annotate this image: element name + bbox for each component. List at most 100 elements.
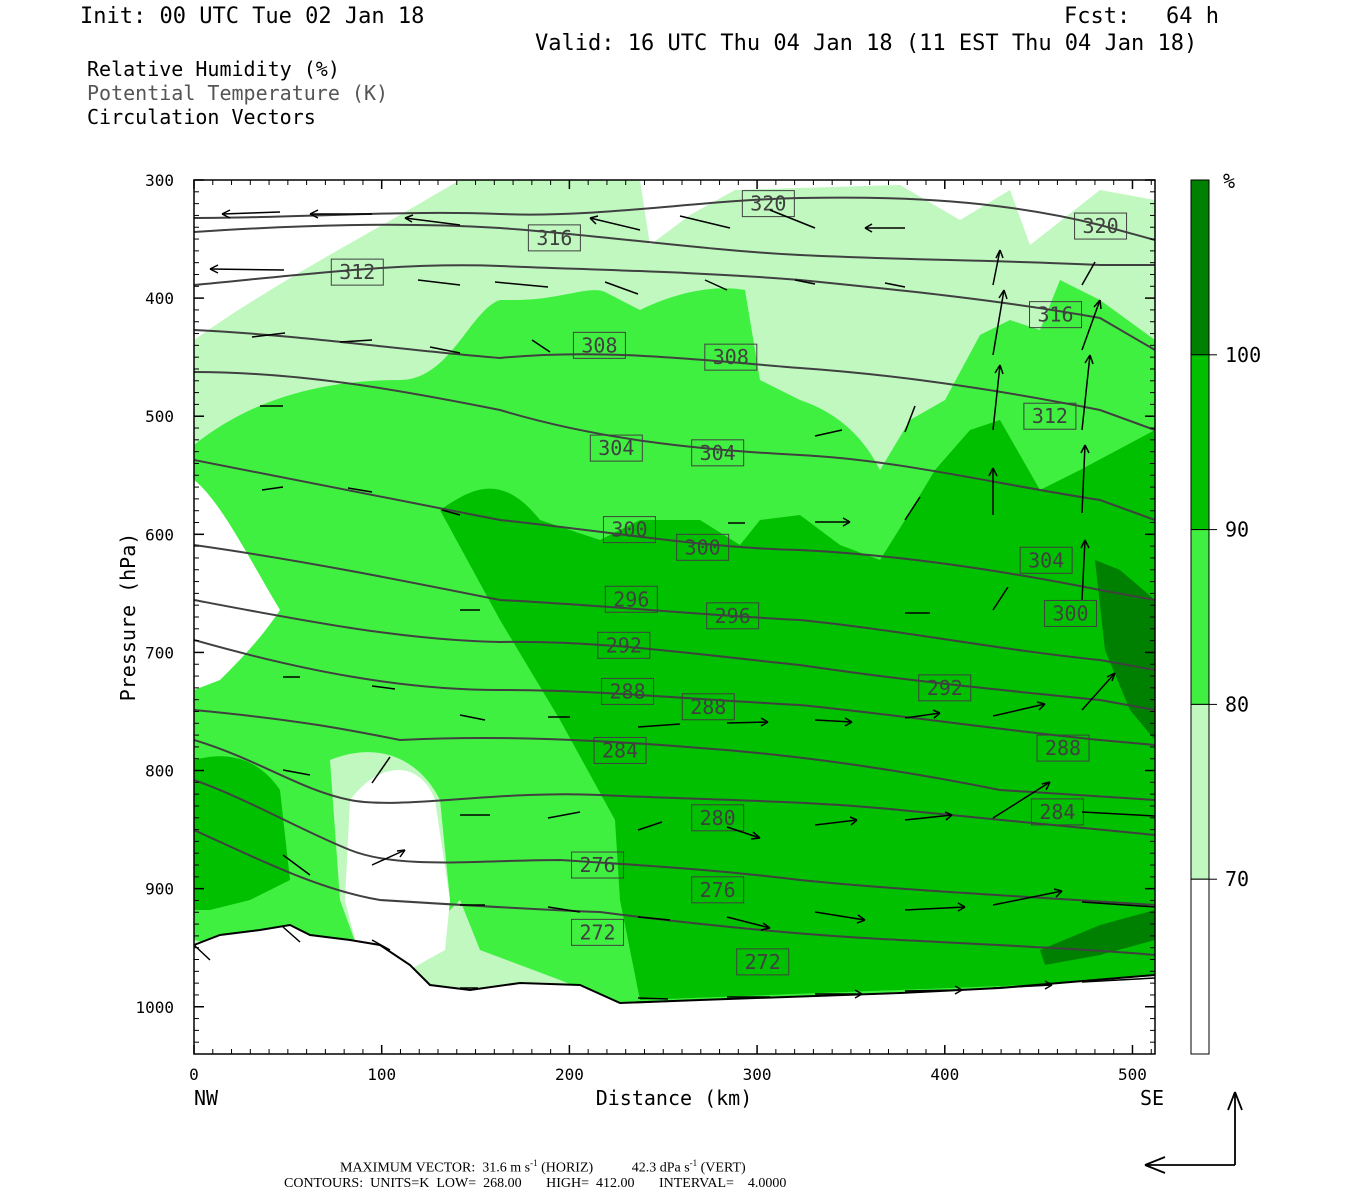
vector-arrow xyxy=(637,997,669,1000)
contour-label: 280 xyxy=(700,806,736,830)
vector-arrow xyxy=(531,339,551,353)
vector-arrow xyxy=(282,926,301,943)
vector-arrow-head xyxy=(1041,781,1051,791)
vector-arrow-head xyxy=(396,849,406,858)
rh-band-90-100 xyxy=(440,420,1155,1000)
contour-label-box xyxy=(330,258,384,286)
y-tick-label: 700 xyxy=(145,643,174,662)
vector-arrow-head xyxy=(1080,444,1090,454)
contour-label-box xyxy=(572,331,626,359)
legend-rh: Relative Humidity (%) xyxy=(87,57,340,81)
vector-arrow xyxy=(282,769,311,776)
contour-label-box xyxy=(1044,599,1098,627)
vector-arrow xyxy=(769,209,816,229)
rh-left-moist xyxy=(194,756,290,910)
vector-arrow xyxy=(1081,354,1091,431)
vertical-exponent: -1 xyxy=(689,1158,698,1168)
vertical-max: 42.3 dPa s xyxy=(631,1160,690,1176)
vector-arrow-head xyxy=(944,811,953,821)
contour-label: 308 xyxy=(713,345,749,369)
y-axis: 300 400 500 600 700 800 900 1000 xyxy=(135,171,1155,1043)
vector-arrow xyxy=(347,487,373,493)
vector-arrow-head xyxy=(209,264,219,274)
vector-arrow-head xyxy=(1084,354,1094,365)
rh-shading xyxy=(194,180,1155,1054)
vector-arrow xyxy=(261,486,284,491)
vector-arrow xyxy=(441,509,461,516)
vector-arrow xyxy=(494,281,549,288)
vector-arrow-head xyxy=(844,717,853,727)
endpoint-left: NW xyxy=(194,1086,219,1110)
vector-arrow-head xyxy=(221,209,231,219)
vector-arrow xyxy=(992,364,1001,431)
vector-key xyxy=(1144,1091,1243,1174)
vector-arrow-head xyxy=(309,209,319,219)
vector-arrow-head xyxy=(849,816,858,826)
contour-label: 320 xyxy=(1083,214,1119,238)
footer-max-vector: MAXIMUM VECTOR: 31.6 m s-1 (HORIZ) 42.3 … xyxy=(340,1158,746,1177)
contour-label-box xyxy=(681,693,735,721)
vector-arrow xyxy=(637,916,671,921)
forecast-hours: 64 h xyxy=(1166,4,1219,29)
vector-arrow xyxy=(637,723,681,728)
contour-label-box xyxy=(604,585,658,613)
contour-label: 288 xyxy=(610,679,646,703)
colorbar-segment xyxy=(1190,529,1210,705)
colorbar-label: 80 xyxy=(1225,692,1249,716)
contour-label-box xyxy=(1036,734,1090,762)
colorbar-segment xyxy=(1190,703,1210,880)
colorbar-unit: % xyxy=(1223,169,1235,193)
theta-contour-312 xyxy=(194,264,1155,351)
contour-label-box xyxy=(571,918,625,946)
y-tick-label: 900 xyxy=(145,880,174,899)
vector-arrow xyxy=(371,849,406,866)
colorbar-label: 90 xyxy=(1225,518,1249,542)
contour-label-box xyxy=(704,343,758,371)
contour-label: 312 xyxy=(339,260,375,284)
y-tick-label: 500 xyxy=(145,407,174,426)
vertical-tag: (VERT) xyxy=(700,1160,746,1176)
contour-label-box xyxy=(593,736,647,764)
theta-contour-labels: 320 320 316 316 312 312 308 308 304 304 304 300 300 3… xyxy=(330,190,1128,976)
vector-arrow xyxy=(282,854,311,876)
vector-arrow xyxy=(992,984,1053,989)
contour-label-box xyxy=(691,804,745,832)
contour-label-box xyxy=(527,224,581,252)
valid-time: Valid: 16 UTC Thu 04 Jan 18 (11 EST Thu … xyxy=(535,31,1198,56)
rh-dry-left xyxy=(194,480,280,690)
contour-label: 276 xyxy=(579,853,615,877)
vector-arrow xyxy=(404,217,461,226)
vector-arrow-head xyxy=(856,914,866,924)
max-vector-label: MAXIMUM VECTOR: xyxy=(340,1160,476,1176)
colorbar-segment xyxy=(1190,354,1210,531)
colorbar-segment xyxy=(1190,878,1210,1055)
vector-arrow-head xyxy=(1080,539,1090,549)
vector-arrow xyxy=(1081,901,1156,908)
vector-arrow xyxy=(1081,811,1156,817)
legend-theta: Potential Temperature (K) xyxy=(87,81,389,105)
vector-arrow xyxy=(589,217,641,231)
vector-arrow-head xyxy=(404,214,414,223)
theta-contour-292 xyxy=(194,599,1155,711)
contour-label: 288 xyxy=(690,695,726,719)
vector-arrow xyxy=(679,215,731,229)
contour-label: 296 xyxy=(613,587,649,611)
y-tick-label: 1000 xyxy=(135,998,174,1017)
theta-contour-272 xyxy=(194,829,1155,956)
contour-label: 312 xyxy=(1032,404,1068,428)
theta-contour-316 xyxy=(194,223,1155,266)
contour-label-box xyxy=(691,876,745,904)
contour-label-box xyxy=(601,677,655,705)
vector-arrow xyxy=(1081,299,1101,351)
theta-contour-296 xyxy=(194,544,1155,671)
vector-arrow-head xyxy=(750,831,761,840)
vector-arrow xyxy=(704,279,728,291)
contour-label-box xyxy=(676,533,730,561)
vector-arrow xyxy=(726,826,761,839)
vector-arrow-head xyxy=(589,215,599,225)
vector-arrow xyxy=(417,279,461,286)
y-tick-label: 600 xyxy=(145,525,174,544)
x-tick-label: 400 xyxy=(930,1065,959,1084)
contour-label: 304 xyxy=(598,436,634,460)
vector-arrow-head xyxy=(1044,980,1053,990)
